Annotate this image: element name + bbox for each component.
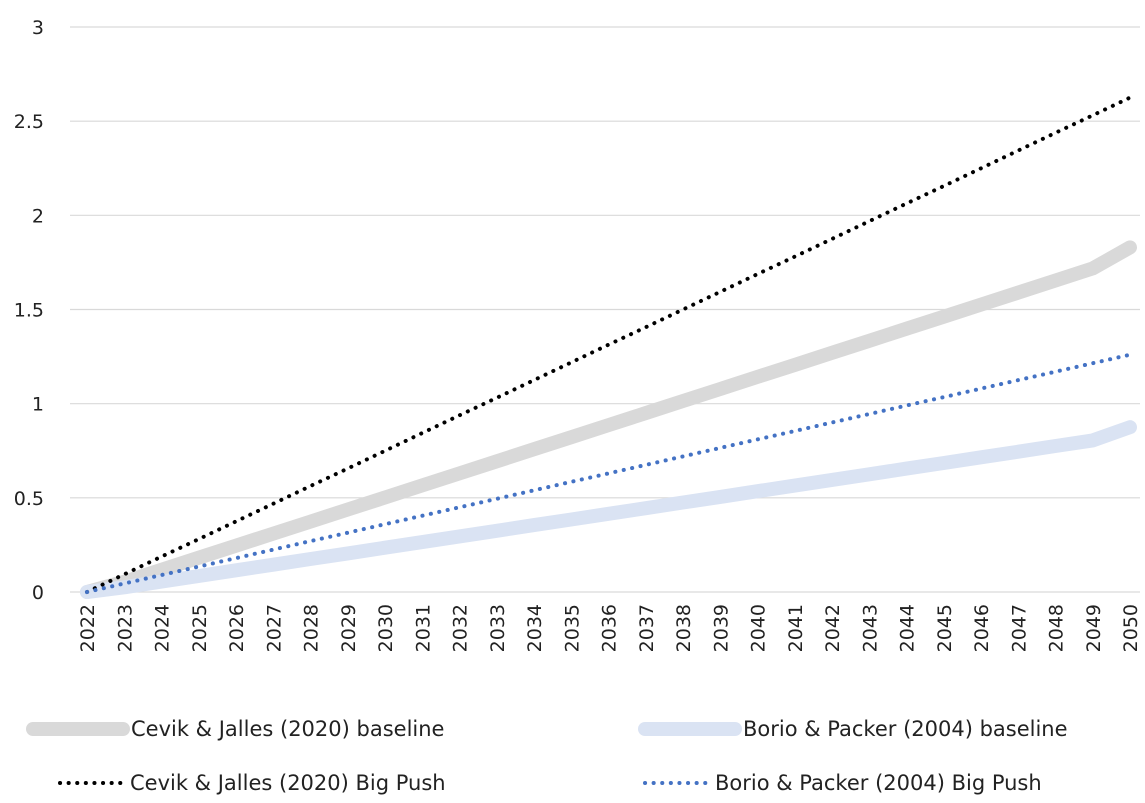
y-tick-label: 2	[32, 205, 44, 227]
legend-label-0: Cevik & Jalles (2020) baseline	[131, 717, 444, 741]
x-tick-label: 2023	[114, 604, 136, 652]
x-tick-label: 2022	[77, 604, 99, 652]
y-tick-label: 0	[32, 582, 44, 604]
y-tick-label: 1.5	[14, 300, 44, 322]
x-tick-label: 2046	[971, 604, 993, 652]
series-line-3	[85, 352, 1132, 594]
x-tick-label: 2024	[152, 604, 174, 652]
x-tick-label: 2041	[785, 604, 807, 652]
series-line-1	[80, 420, 1137, 599]
x-tick-label: 2037	[636, 604, 658, 652]
x-tick-label: 2036	[599, 604, 621, 652]
x-tick-label: 2049	[1083, 604, 1105, 652]
series-lines	[80, 95, 1137, 599]
legend: Cevik & Jalles (2020) baseline Borio & Pa…	[26, 717, 1068, 795]
x-tick-label: 2029	[338, 604, 360, 652]
x-tick-label: 2039	[710, 604, 732, 652]
x-tick-label: 2033	[487, 604, 509, 652]
x-tick-label: 2043	[859, 604, 881, 652]
x-tick-label: 2027	[263, 604, 285, 652]
x-axis-tick-labels: 2022 2023 2024 2025 2026 2027 2028 2029 2030 2031…	[77, 604, 1142, 652]
x-tick-label: 2038	[673, 604, 695, 652]
x-tick-label: 2044	[897, 604, 919, 652]
y-tick-label: 2.5	[14, 111, 44, 133]
x-tick-label: 2047	[1008, 604, 1030, 652]
x-tick-label: 2025	[189, 604, 211, 652]
x-tick-label: 2035	[561, 604, 583, 652]
series-line-2	[85, 95, 1132, 594]
x-tick-label: 2030	[375, 604, 397, 652]
x-tick-label: 2034	[524, 604, 546, 652]
y-tick-label: 3	[32, 17, 44, 39]
legend-label-2: Cevik & Jalles (2020) Big Push	[130, 771, 446, 795]
y-tick-label: 1	[32, 394, 44, 416]
y-axis-tick-labels: 0 0.5 1 1.5 2 2.5 3	[14, 17, 44, 604]
x-tick-label: 2042	[822, 604, 844, 652]
series-line-0	[80, 240, 1137, 599]
x-tick-label: 2040	[748, 604, 770, 652]
x-tick-label: 2045	[934, 604, 956, 652]
y-tick-label: 0.5	[14, 488, 44, 510]
x-tick-label: 2032	[450, 604, 472, 652]
x-tick-label: 2028	[301, 604, 323, 652]
x-tick-label: 2026	[226, 604, 248, 652]
legend-label-3: Borio & Packer (2004) Big Push	[715, 771, 1042, 795]
gridlines	[70, 26, 1140, 593]
x-tick-label: 2048	[1046, 604, 1068, 652]
legend-label-1: Borio & Packer (2004) baseline	[743, 717, 1068, 741]
x-tick-label: 2031	[412, 604, 434, 652]
x-tick-label: 2050	[1120, 604, 1142, 652]
